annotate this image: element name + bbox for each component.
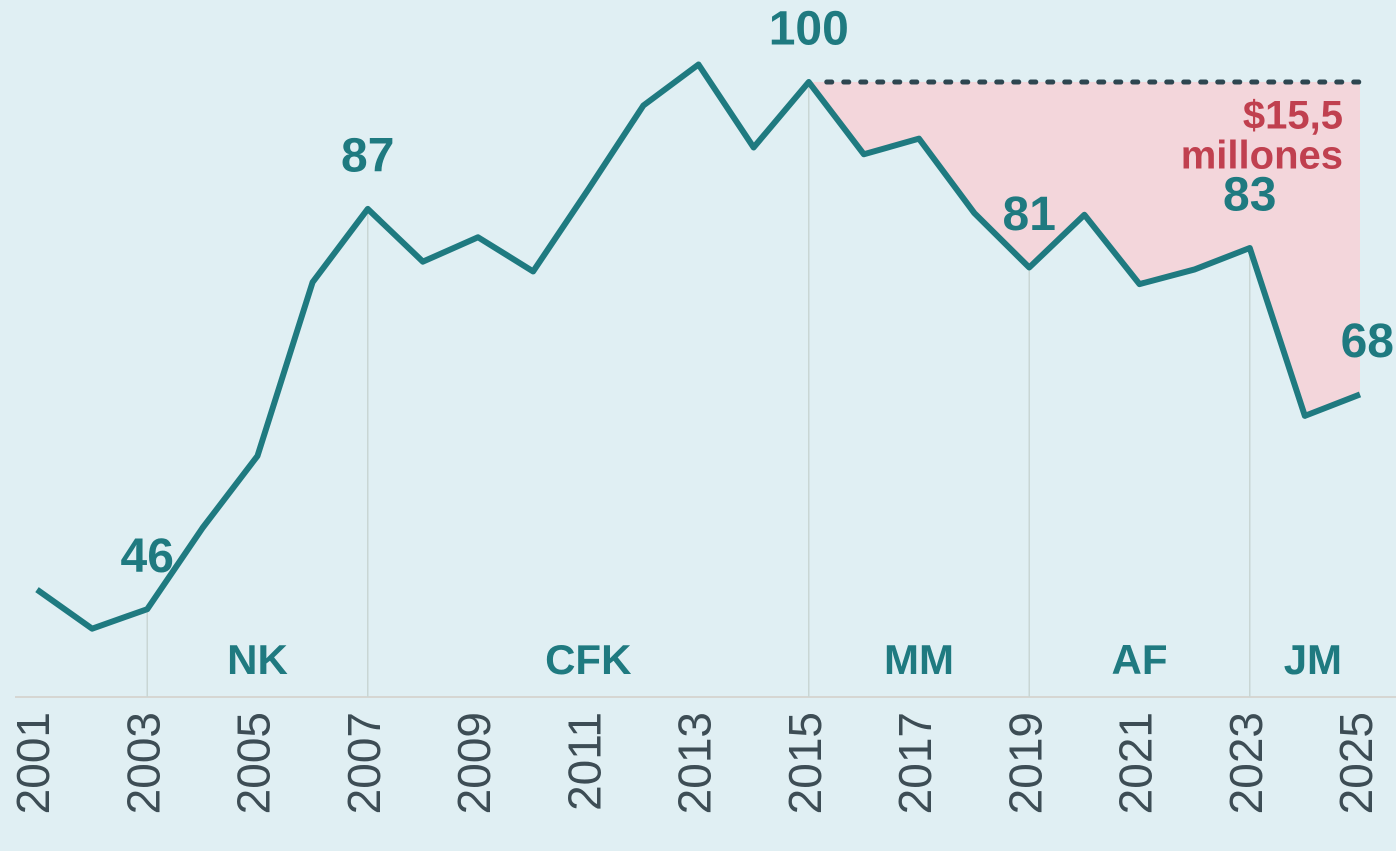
x-tick-label: 2009: [448, 712, 500, 814]
data-label: 87: [341, 130, 394, 183]
x-tick-label: 2013: [669, 712, 721, 814]
period-label: AF: [1112, 636, 1168, 683]
gap-area: [808, 82, 1360, 416]
data-label: 83: [1223, 169, 1276, 222]
x-tick-label: 2015: [779, 712, 831, 814]
x-tick-label: 2001: [7, 712, 59, 814]
data-label: 100: [769, 3, 849, 56]
x-tick-label: 2023: [1220, 712, 1272, 814]
data-label: 68: [1341, 315, 1394, 368]
x-tick-label: 2003: [117, 712, 169, 814]
period-label: NK: [227, 636, 288, 683]
x-tick-label: 2011: [558, 712, 610, 811]
x-tick-label: 2007: [338, 712, 390, 814]
period-label: JM: [1284, 636, 1342, 683]
data-label: 81: [1003, 188, 1056, 241]
annotation: $15,5: [1243, 94, 1343, 138]
period-label: MM: [884, 636, 954, 683]
data-line: [35, 61, 1362, 632]
x-tick-label: 2005: [228, 712, 280, 814]
x-tick-label: 2021: [1110, 712, 1162, 814]
x-tick-label: 2025: [1330, 712, 1382, 814]
period-label: CFK: [545, 636, 631, 683]
x-tick-label: 2017: [889, 712, 941, 814]
annotation: millones: [1181, 134, 1343, 178]
data-label: 46: [121, 530, 174, 583]
x-tick-label: 2019: [999, 712, 1051, 814]
